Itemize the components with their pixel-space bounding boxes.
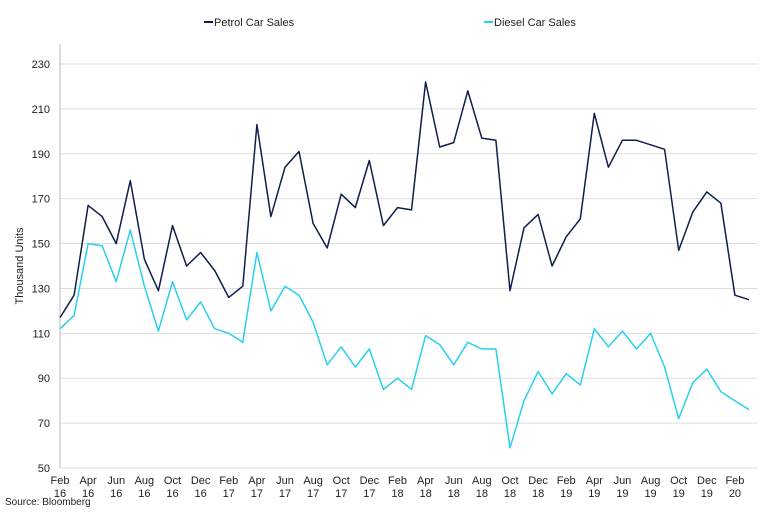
y-tick-label: 130 — [32, 283, 50, 295]
x-tick-year: 18 — [504, 488, 516, 500]
x-tick-year: 17 — [279, 488, 291, 500]
y-axis-ticks: 50 70 90 110 130 150 170 190 210 230 — [32, 59, 50, 475]
x-tick-year: 18 — [391, 488, 403, 500]
y-tick-label: 190 — [32, 149, 50, 161]
x-tick-year: 19 — [616, 488, 628, 500]
x-tick-year: 16 — [82, 488, 94, 500]
x-tick-year: 19 — [588, 488, 600, 500]
series-line-petrol — [59, 81, 750, 318]
y-tick-label: 150 — [32, 239, 50, 251]
legend: Petrol Car Sales Diesel Car Sales — [204, 17, 576, 29]
y-tick-label: 110 — [32, 328, 50, 340]
y-axis-title: Thousand Units — [14, 227, 26, 305]
x-tick-year: 20 — [729, 488, 741, 500]
x-tick-month: Feb — [725, 475, 744, 487]
x-tick-month: Dec — [528, 475, 548, 487]
x-tick-year: 19 — [673, 488, 685, 500]
x-tick-month: Aug — [641, 475, 661, 487]
x-tick-month: Jun — [614, 475, 632, 487]
legend-label-petrol: Petrol Car Sales — [214, 17, 295, 29]
legend-label-diesel: Diesel Car Sales — [494, 17, 576, 29]
x-tick-month: Apr — [80, 475, 97, 487]
x-tick-year: 16 — [54, 488, 66, 500]
y-tick-label: 70 — [38, 418, 50, 430]
y-tick-label: 230 — [32, 59, 50, 71]
x-axis-ticks: Feb16Apr16Jun16Aug16Oct16Dec16Feb17Apr17… — [51, 475, 745, 500]
x-tick-month: Dec — [360, 475, 380, 487]
source-note: Source: Bloomberg — [5, 497, 91, 508]
x-tick-month: Oct — [501, 475, 518, 487]
x-tick-month: Jun — [445, 475, 463, 487]
x-tick-year: 17 — [335, 488, 347, 500]
x-tick-year: 18 — [448, 488, 460, 500]
x-tick-year: 17 — [223, 488, 235, 500]
gridlines — [59, 44, 757, 469]
x-tick-year: 19 — [701, 488, 713, 500]
y-tick-label: 50 — [38, 463, 50, 475]
x-tick-month: Feb — [219, 475, 238, 487]
x-tick-month: Oct — [164, 475, 181, 487]
x-tick-month: Jun — [107, 475, 125, 487]
x-tick-month: Oct — [670, 475, 687, 487]
x-tick-month: Dec — [697, 475, 717, 487]
x-tick-year: 18 — [476, 488, 488, 500]
x-tick-year: 16 — [110, 488, 122, 500]
x-tick-month: Aug — [472, 475, 492, 487]
x-tick-month: Feb — [51, 475, 70, 487]
x-tick-month: Apr — [417, 475, 434, 487]
x-tick-year: 19 — [560, 488, 572, 500]
x-tick-year: 16 — [194, 488, 206, 500]
y-tick-label: 170 — [32, 194, 50, 206]
x-tick-year: 17 — [251, 488, 263, 500]
series-lines — [59, 81, 750, 449]
y-tick-label: 90 — [38, 373, 50, 385]
x-tick-year: 16 — [138, 488, 150, 500]
x-tick-month: Feb — [388, 475, 407, 487]
x-tick-month: Oct — [333, 475, 350, 487]
x-tick-month: Apr — [586, 475, 603, 487]
x-tick-year: 17 — [363, 488, 375, 500]
x-tick-year: 16 — [166, 488, 178, 500]
x-tick-year: 19 — [644, 488, 656, 500]
series-line-diesel — [59, 229, 750, 449]
x-tick-month: Apr — [248, 475, 265, 487]
x-tick-month: Aug — [303, 475, 323, 487]
x-tick-month: Dec — [191, 475, 211, 487]
x-tick-year: 18 — [419, 488, 431, 500]
x-tick-month: Jun — [276, 475, 294, 487]
x-tick-year: 18 — [532, 488, 544, 500]
x-tick-month: Feb — [557, 475, 576, 487]
x-tick-year: 17 — [307, 488, 319, 500]
x-tick-month: Aug — [135, 475, 155, 487]
y-tick-label: 210 — [32, 104, 50, 116]
